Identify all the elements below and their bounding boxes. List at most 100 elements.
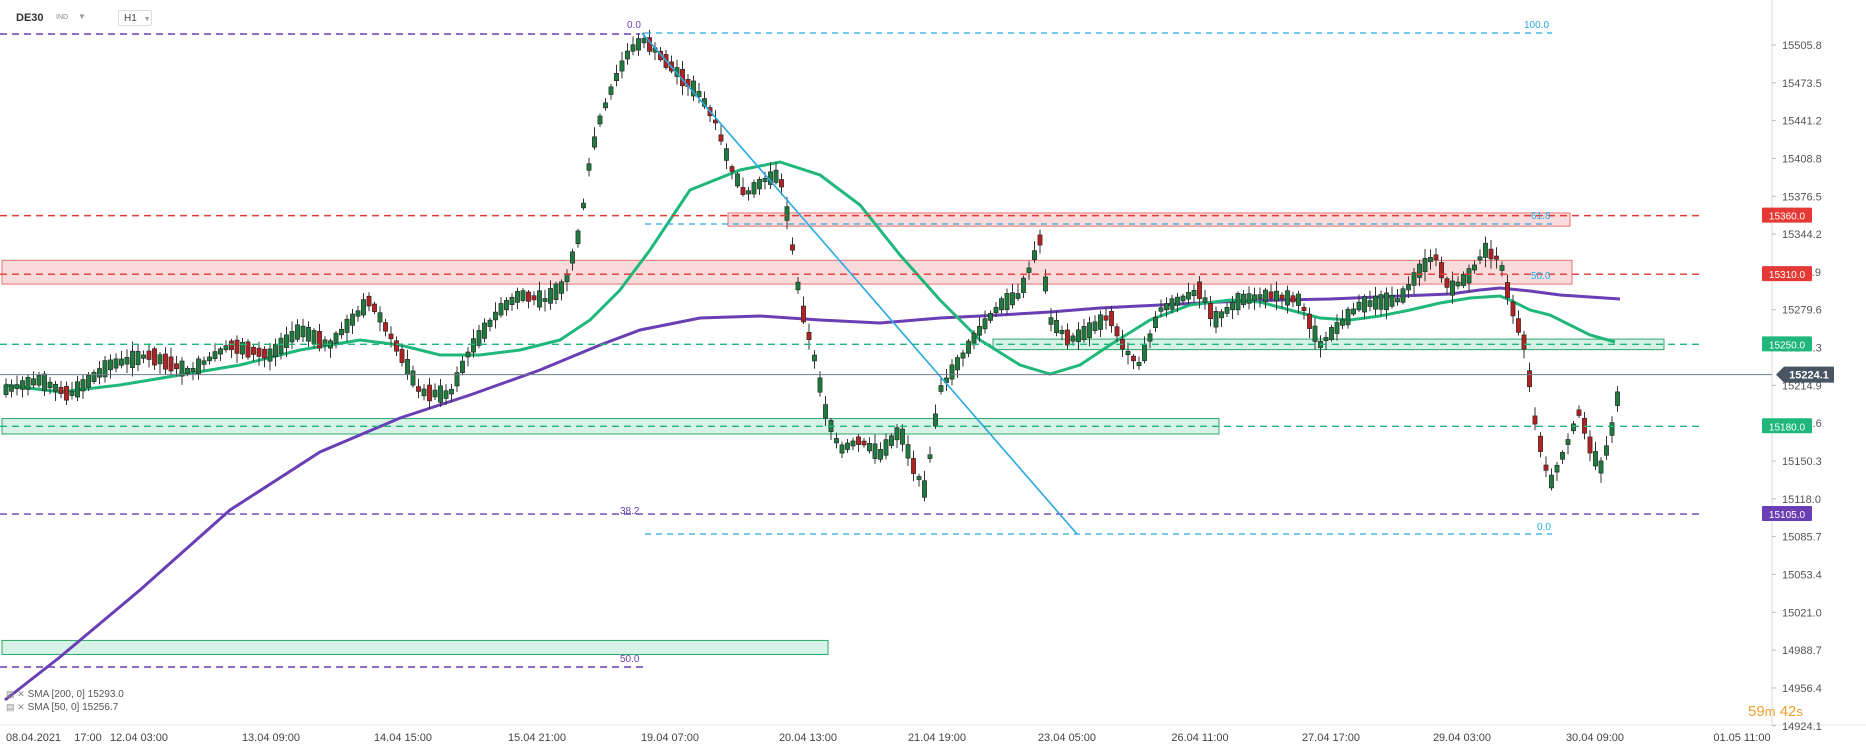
candle-body (1202, 297, 1208, 303)
candle-body (1340, 319, 1345, 326)
candle-body (1246, 293, 1252, 304)
settings-icon[interactable]: ▤ (6, 689, 15, 699)
candle-body (504, 300, 509, 311)
symbol-dropdown-icon[interactable]: ▼ (78, 12, 86, 21)
x-tick-label: 23.04 05:00 (1038, 732, 1096, 744)
candle-body (174, 363, 179, 370)
candle-body (812, 354, 817, 362)
x-tick-label: 29.04 03:00 (1433, 732, 1491, 744)
y-tick-label: 15279.6 (1782, 305, 1822, 317)
close-icon[interactable]: ✕ (17, 702, 25, 712)
candle-body (993, 306, 999, 314)
candle-body (1444, 278, 1450, 288)
candle-body (1543, 464, 1549, 471)
candle-body (548, 288, 553, 304)
legend-sma50[interactable]: ▤ ✕ SMA [50, 0] 15256.7 (6, 702, 118, 713)
candle-body (955, 357, 960, 371)
candle-body (1389, 294, 1395, 307)
candle-body (350, 313, 355, 326)
candle-body (64, 386, 69, 401)
candle-body (1026, 267, 1032, 273)
candle-body (1505, 282, 1510, 298)
legend-sma200[interactable]: ▤ ✕ SMA [200, 0] 15293.0 (6, 689, 124, 700)
candle-body (861, 440, 867, 446)
candle-body (795, 281, 801, 291)
candle-body (179, 360, 185, 377)
candle-body (823, 404, 828, 419)
candle-body (625, 50, 630, 60)
candle-body (1065, 329, 1070, 346)
candle-body (883, 439, 889, 456)
candle-body (493, 311, 498, 321)
price-zone (1, 639, 829, 655)
candle-body (377, 312, 383, 323)
candle-body (938, 385, 944, 392)
fib-label: 38.2 (620, 506, 640, 517)
candle-body (1439, 262, 1444, 279)
candle-body (1351, 308, 1356, 315)
candle-body (1587, 436, 1593, 454)
candle-body (339, 328, 344, 336)
candle-body (1241, 293, 1246, 306)
candle-body (1131, 355, 1136, 362)
candle-body (1477, 256, 1483, 261)
candle-body (1059, 330, 1065, 334)
close-icon[interactable]: ✕ (17, 689, 25, 699)
candle-body (894, 427, 900, 441)
candle-body (542, 298, 548, 302)
candle-body (163, 353, 168, 370)
symbol-title[interactable]: DE30 (16, 12, 44, 24)
candle-body (889, 435, 894, 446)
candle-body (977, 325, 982, 336)
candle-body (1197, 281, 1202, 299)
candle-body (1070, 335, 1076, 342)
candle-body (1054, 319, 1059, 334)
candle-body (31, 378, 36, 386)
candle-body (1510, 301, 1516, 317)
candle-body (487, 319, 493, 327)
candle-body (1037, 234, 1043, 246)
candle-body (405, 358, 410, 376)
candle-body (636, 38, 641, 51)
candle-body (69, 391, 75, 396)
candle-body (905, 444, 911, 459)
candle-body (42, 373, 47, 391)
candle-body (3, 384, 9, 395)
candle-body (1169, 298, 1175, 310)
x-tick-label: 13.04 09:00 (242, 732, 300, 744)
candle-body (421, 388, 427, 397)
candle-body (817, 377, 823, 393)
candle-body (1191, 289, 1197, 297)
candle-body (1521, 334, 1527, 350)
candle-body (1323, 337, 1329, 341)
candle-body (460, 360, 465, 373)
candle-body (982, 318, 988, 330)
candle-body (575, 230, 581, 245)
candle-body (790, 244, 795, 251)
candle-body (740, 187, 746, 195)
candle-body (1103, 315, 1109, 321)
candle-body (75, 381, 80, 398)
candle-body (344, 318, 350, 333)
candle-body (443, 390, 449, 399)
candle-body (1549, 474, 1554, 489)
candle-body (608, 86, 614, 95)
candle-body (1142, 344, 1147, 362)
candle-body (1461, 273, 1466, 286)
candle-body (1125, 350, 1131, 356)
candle-body (399, 349, 405, 363)
x-tick-label: 08.04.2021 (6, 732, 61, 744)
candle-body (1136, 362, 1142, 366)
candle-body (482, 322, 487, 339)
settings-icon[interactable]: ▤ (6, 702, 15, 712)
candle-body (454, 372, 460, 387)
candle-body (1527, 370, 1532, 388)
candle-body (108, 359, 113, 371)
candle-body (531, 295, 537, 301)
x-axis: 08.04.2021 17:00 12.04 03:00 13.04 09:00 14.… (6, 732, 1771, 744)
timeframe-select[interactable]: H1 ▼ (118, 10, 152, 26)
candle-body (1433, 254, 1439, 261)
y-tick-label: 15118.0 (1782, 494, 1821, 506)
candle-body (146, 350, 152, 360)
